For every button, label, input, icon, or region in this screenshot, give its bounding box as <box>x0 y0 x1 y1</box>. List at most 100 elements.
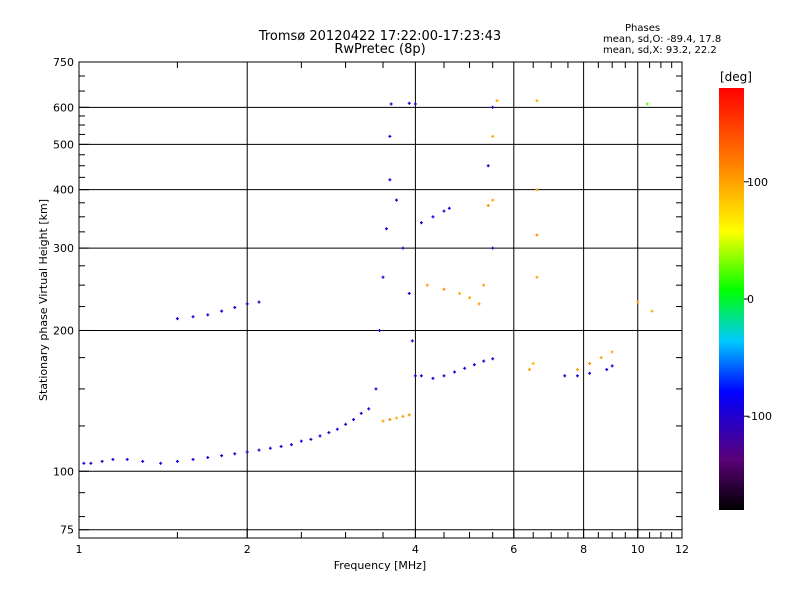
echo-point-x <box>531 361 535 365</box>
echo-point-o <box>388 178 392 182</box>
x-tick-label: 6 <box>510 543 517 556</box>
echo-point-o <box>442 374 446 378</box>
echo-point-o <box>289 443 293 447</box>
echo-point-x <box>636 300 640 304</box>
echo-point-x <box>482 283 486 287</box>
phases-title: Phases <box>625 23 661 34</box>
echo-point-o <box>352 418 356 422</box>
echo-point-o <box>413 102 417 106</box>
x-tick-label: 10 <box>631 543 645 556</box>
echo-point-o <box>191 315 195 319</box>
echo-point-x <box>486 204 490 208</box>
y-tick-label: 300 <box>53 242 74 255</box>
echo-point-x <box>491 198 495 202</box>
echo-point-o <box>491 357 495 361</box>
echo-point-o <box>220 309 224 313</box>
echo-point-x <box>535 99 539 103</box>
echo-point-o <box>442 209 446 213</box>
echo-point-o <box>463 366 467 370</box>
echo-point-o <box>575 374 579 378</box>
plot-frame <box>78 61 683 539</box>
colorbar-tick-label: 0 <box>747 293 754 306</box>
echo-point-x <box>388 418 392 422</box>
echo-point-o <box>431 376 435 380</box>
y-tick-label: 600 <box>53 101 74 114</box>
echo-point-x <box>401 414 405 418</box>
echo-point-x <box>442 287 446 291</box>
y-tick-label: 200 <box>53 324 74 337</box>
echo-point-x <box>575 368 579 372</box>
phases-o-stats: mean, sd,O: -89.4, 17.8 <box>603 34 722 45</box>
echo-point-x <box>477 302 481 306</box>
echo-point-x <box>535 275 539 279</box>
echo-point-o <box>206 456 210 460</box>
echo-point-o <box>233 305 237 309</box>
echo-point-x <box>610 350 614 354</box>
echo-point-x <box>599 356 603 360</box>
echo-point-o <box>279 444 283 448</box>
x-tick-label: 4 <box>412 543 419 556</box>
echo-point-o <box>159 461 163 465</box>
echo-point-o <box>327 431 331 435</box>
echo-point-o <box>220 454 224 458</box>
echo-point-o <box>374 387 378 391</box>
echo-point-o <box>257 300 261 304</box>
echo-point-o <box>378 328 382 332</box>
echo-point-o <box>401 246 405 250</box>
echo-point-o <box>563 374 567 378</box>
x-axis-label: Frequency [MHz] <box>334 559 426 572</box>
x-tick-label: 12 <box>675 543 689 556</box>
echo-point-o <box>605 368 609 372</box>
echo-point-o <box>453 370 457 374</box>
echo-point-o <box>482 359 486 363</box>
chart-subtitle: RwPretec (8p) <box>334 42 426 57</box>
colorbar-label: [deg] <box>720 70 752 84</box>
echo-point-o <box>111 457 115 461</box>
y-tick-label: 100 <box>53 465 74 478</box>
y-axis-label: Stationary phase Virtual Height [km] <box>37 199 50 401</box>
echo-point-o <box>359 411 363 415</box>
echo-point-o <box>206 313 210 317</box>
echo-point-x <box>394 416 398 420</box>
echo-point-x <box>491 134 495 138</box>
echo-point-x <box>381 419 385 423</box>
echo-point-o <box>309 437 313 441</box>
echo-point-x <box>425 283 429 287</box>
phases-x-stats: mean, sd,X: 93.2, 22.2 <box>603 45 717 56</box>
x-tick-label: 8 <box>580 543 587 556</box>
echo-point-o <box>233 452 237 456</box>
echo-point-o <box>388 134 392 138</box>
colorbar <box>719 88 744 510</box>
echo-point-o <box>318 434 322 438</box>
echo-point-o <box>394 198 398 202</box>
echo-point-o <box>89 461 93 465</box>
colorbar-tick-label: -100 <box>747 410 772 423</box>
echo-point-o <box>407 291 411 295</box>
echo-point-o <box>344 422 348 426</box>
y-tick-label: 75 <box>60 524 74 537</box>
echo-point-o <box>299 439 303 443</box>
echo-point-o <box>472 363 476 367</box>
echo-point-o <box>125 457 129 461</box>
echo-point-o <box>588 371 592 375</box>
echo-point-o <box>413 374 417 378</box>
echo-point-x <box>645 102 649 106</box>
echo-point-o <box>268 446 272 450</box>
echo-point-o <box>610 364 614 368</box>
echo-point-o <box>335 427 339 431</box>
y-tick-label: 750 <box>53 56 74 69</box>
echo-point-o <box>491 105 495 109</box>
echo-point-x <box>588 361 592 365</box>
echo-point-o <box>367 407 371 411</box>
echo-point-o <box>191 457 195 461</box>
echo-point-o <box>407 101 411 105</box>
echo-point-x <box>407 413 411 417</box>
echo-point-o <box>486 164 490 168</box>
echo-point-o <box>175 459 179 463</box>
y-tick-label: 400 <box>53 184 74 197</box>
echo-point-o <box>245 302 249 306</box>
echo-point-o <box>410 339 414 343</box>
echo-point-x <box>535 233 539 237</box>
echo-point-o <box>381 275 385 279</box>
